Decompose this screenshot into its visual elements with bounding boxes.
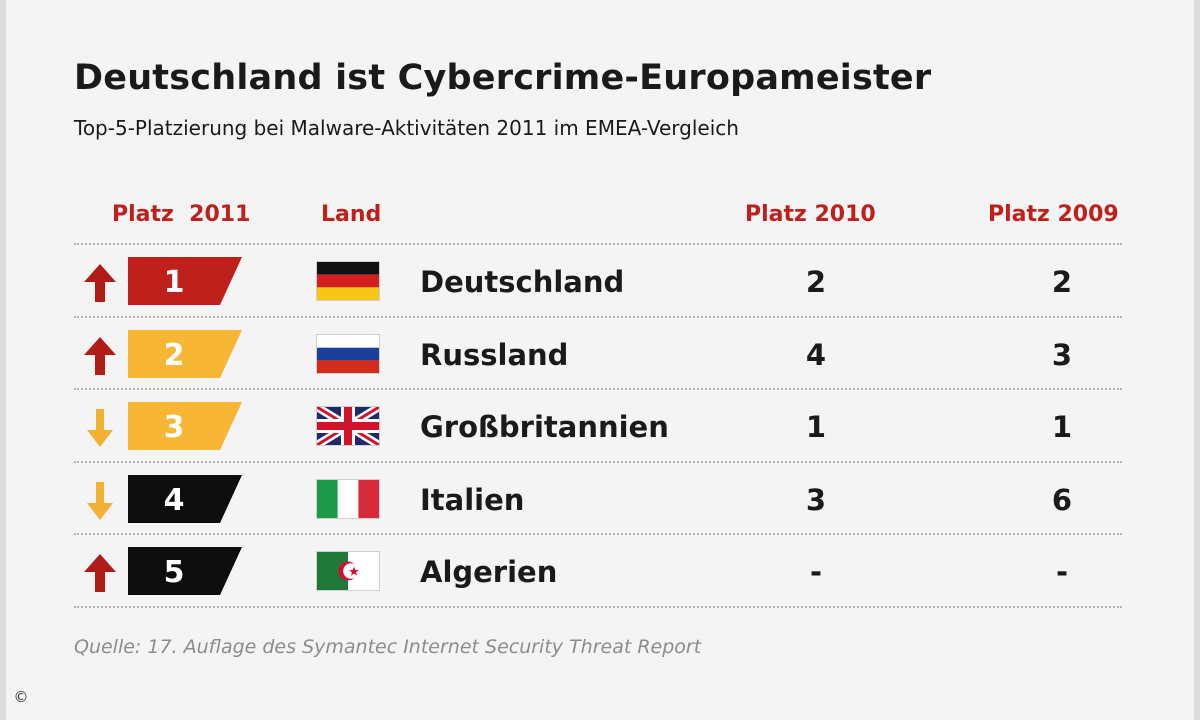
country-name: Großbritannien xyxy=(420,410,669,445)
divider-row xyxy=(74,606,1122,608)
chart-subtitle: Top-5-Platzierung bei Malware-Aktivitäte… xyxy=(74,116,739,140)
rank-badge: 1 xyxy=(128,257,242,305)
rank-2009-value: 6 xyxy=(1051,482,1073,517)
rank-badge: 5 xyxy=(128,547,242,596)
rank-2009-value: 3 xyxy=(1051,337,1073,372)
flag-de-icon xyxy=(317,262,379,300)
rank-2009-value: 2 xyxy=(1051,265,1073,299)
copyright-icon: © xyxy=(13,688,29,706)
flag-it-icon xyxy=(317,479,379,518)
table-row: 2 Russland 4 3 xyxy=(0,318,1200,390)
arrow-down-icon xyxy=(87,409,113,448)
rank-value: 4 xyxy=(164,483,185,518)
flag-dz-icon xyxy=(317,552,379,591)
rank-2009-value: - xyxy=(1055,555,1069,590)
header-rank-2010: Platz 2010 xyxy=(745,202,876,227)
country-name: Deutschland xyxy=(420,265,625,299)
table-row: 1 Deutschland 2 2 xyxy=(0,245,1200,317)
rank-2009-value: 1 xyxy=(1051,410,1073,445)
divider-row xyxy=(74,388,1122,391)
header-country: Land xyxy=(321,202,382,227)
chart-title: Deutschland ist Cybercrime-Europameister xyxy=(74,58,932,98)
arrow-up-icon xyxy=(84,554,116,593)
rank-value: 5 xyxy=(164,555,185,590)
header-rank-2011: Platz 2011 xyxy=(112,202,251,227)
table-row: 5 Algerien - - xyxy=(0,535,1200,607)
arrow-up-icon xyxy=(84,264,116,302)
table-row: 3 Großbritannien 1 1 xyxy=(0,390,1200,462)
table-row: 4 Italien 3 6 xyxy=(0,463,1200,535)
rank-value: 3 xyxy=(164,410,185,445)
rank-value: 1 xyxy=(164,265,185,300)
divider-row xyxy=(74,315,1122,318)
rank-value: 2 xyxy=(164,338,185,373)
rank-badge: 4 xyxy=(128,474,242,523)
rank-badge: 3 xyxy=(128,402,242,451)
rank-2010-value: 2 xyxy=(805,265,827,299)
arrow-down-icon xyxy=(87,481,113,520)
flag-gb-icon xyxy=(317,407,379,446)
divider-row xyxy=(74,460,1122,463)
header-rank-2009: Platz 2009 xyxy=(988,202,1119,227)
divider-header xyxy=(74,243,1122,245)
country-name: Algerien xyxy=(420,555,558,590)
source-note: Quelle: 17. Auflage des Symantec Interne… xyxy=(74,636,702,658)
rank-2010-value: 3 xyxy=(805,482,827,517)
country-name: Italien xyxy=(420,482,525,517)
divider-row xyxy=(74,533,1122,536)
rank-2010-value: 1 xyxy=(805,410,827,445)
rank-badge: 2 xyxy=(128,329,242,378)
country-name: Russland xyxy=(420,337,569,372)
flag-ru-icon xyxy=(317,334,379,373)
rank-2010-value: 4 xyxy=(805,337,827,372)
rank-2010-value: - xyxy=(809,555,823,590)
arrow-up-icon xyxy=(84,336,116,375)
